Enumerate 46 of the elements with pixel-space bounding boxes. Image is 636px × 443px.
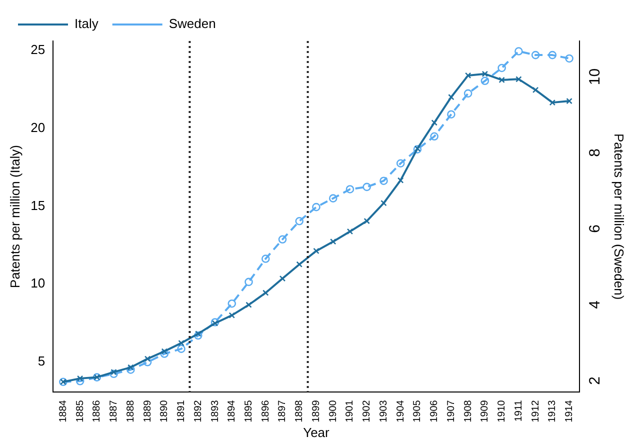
- y-tick-label: 25: [30, 42, 46, 57]
- x-tick-label: 1912: [530, 400, 542, 422]
- x-tick-label: 1893: [210, 400, 221, 422]
- y-tick-label: 20: [30, 120, 46, 135]
- legend-label: Italy: [74, 16, 99, 32]
- x-tick-label: 1892: [192, 400, 204, 422]
- x-tick-label: 1911: [513, 400, 524, 422]
- x-tick-label: 1903: [378, 400, 390, 422]
- x-tick-label: 1914: [564, 400, 576, 422]
- x-tick-label: 1891: [176, 400, 188, 422]
- x-tick-label: 1885: [74, 400, 86, 422]
- y-tick-label: 10: [30, 276, 46, 291]
- x-tick-label: 1907: [446, 400, 457, 422]
- x-tick-label: 1902: [362, 400, 373, 422]
- x-tick-label: 1898: [294, 400, 306, 422]
- y2-tick-label: 4: [586, 300, 604, 309]
- y2-tick-label: 6: [586, 224, 604, 233]
- x-tick-label: 1894: [226, 400, 238, 422]
- x-tick-label: 1895: [244, 400, 254, 422]
- x-tick-label: 1909: [480, 400, 491, 422]
- y-tick-label: 5: [38, 354, 46, 369]
- x-tick-label: 1889: [142, 400, 154, 422]
- x-tick-label: 1887: [108, 400, 120, 422]
- legend-label: Sweden: [168, 16, 216, 32]
- y2-tick-label: 2: [586, 376, 604, 385]
- x-tick-label: 1910: [496, 400, 508, 422]
- x-tick-label: 1913: [547, 400, 558, 422]
- x-tick-label: 1896: [260, 400, 272, 422]
- x-axis-title: Year: [303, 424, 330, 440]
- x-tick-label: 1900: [328, 400, 339, 422]
- x-tick-label: 1908: [462, 400, 474, 422]
- y2-tick-label: 10: [586, 68, 604, 86]
- y-axis-title: Patents per million (Italy): [7, 145, 22, 288]
- x-tick-label: 1888: [125, 400, 136, 422]
- x-tick-label: 1906: [429, 400, 440, 422]
- x-tick-label: 1886: [92, 400, 103, 422]
- y2-axis-title: Patents per million (Sweden): [612, 133, 627, 300]
- x-tick-label: 1901: [344, 400, 356, 422]
- x-tick-label: 1890: [159, 400, 170, 422]
- y2-tick-label: 8: [586, 148, 604, 157]
- x-tick-label: 1904: [395, 400, 406, 422]
- x-tick-label: 1899: [310, 400, 322, 422]
- x-tick-label: 1905: [412, 400, 424, 422]
- y-tick-label: 15: [30, 198, 46, 213]
- x-tick-label: 1884: [58, 400, 69, 422]
- x-tick-label: 1897: [277, 400, 288, 422]
